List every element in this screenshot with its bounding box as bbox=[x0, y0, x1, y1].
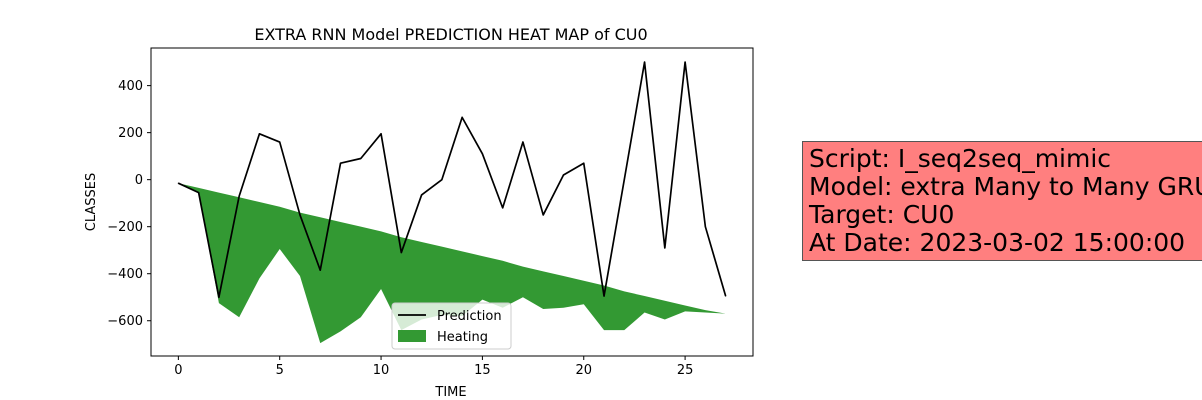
prediction-point-4 bbox=[258, 133, 261, 135]
x-axis: 0 5 10 15 20 25 bbox=[174, 356, 693, 378]
prediction-point-17 bbox=[522, 141, 524, 143]
x-tick-label-15: 15 bbox=[474, 363, 491, 378]
prediction-point-22 bbox=[623, 179, 625, 181]
prediction-point-6 bbox=[299, 214, 301, 216]
info-date-line: At Date: 2023-03-02 15:00:00 bbox=[809, 228, 1186, 257]
prediction-point-23 bbox=[643, 61, 646, 63]
heating-area-layer bbox=[178, 183, 726, 344]
prediction-point-15 bbox=[481, 153, 484, 155]
prediction-point-3 bbox=[238, 195, 240, 197]
heating-area bbox=[178, 183, 726, 344]
prediction-point-0 bbox=[177, 182, 179, 184]
prediction-point-14 bbox=[461, 116, 463, 118]
prediction-point-9 bbox=[360, 157, 362, 160]
chart-title: EXTRA RNN Model PREDICTION HEAT MAP of C… bbox=[254, 25, 647, 44]
chart: EXTRA RNN Model PREDICTION HEAT MAP of C… bbox=[84, 25, 754, 400]
prediction-point-24 bbox=[664, 247, 666, 249]
prediction-point-25 bbox=[684, 61, 686, 63]
prediction-line bbox=[178, 61, 727, 299]
y-axis-label: CLASSES bbox=[84, 173, 99, 231]
y-tick-label--200: −200 bbox=[107, 220, 143, 235]
x-tick-label-5: 5 bbox=[276, 363, 284, 378]
legend-heating-label: Heating bbox=[437, 330, 488, 345]
prediction-point-18 bbox=[542, 214, 544, 216]
y-tick-label--600: −600 bbox=[107, 314, 143, 329]
info-box: Script: I_seq2seq_mimic Model: extra Man… bbox=[802, 141, 1202, 261]
prediction-point-11 bbox=[400, 251, 402, 254]
x-tick-label-25: 25 bbox=[677, 363, 694, 378]
y-tick-label-400: 400 bbox=[118, 79, 143, 94]
legend-prediction-label: Prediction bbox=[437, 309, 502, 324]
x-tick-label-20: 20 bbox=[575, 363, 592, 378]
prediction-point-1 bbox=[198, 191, 200, 194]
prediction-point-5 bbox=[279, 141, 281, 143]
x-tick-label-10: 10 bbox=[373, 363, 390, 378]
prediction-point-8 bbox=[339, 162, 342, 164]
plot-frame bbox=[150, 47, 754, 357]
y-tick-label--400: −400 bbox=[107, 267, 143, 282]
y-tick-label-200: 200 bbox=[118, 126, 143, 141]
prediction-line-layer bbox=[177, 61, 727, 299]
legend-heating-swatch bbox=[398, 330, 426, 342]
plot-border bbox=[150, 47, 754, 357]
prediction-point-16 bbox=[502, 207, 504, 209]
x-axis-label: TIME bbox=[434, 385, 466, 400]
prediction-point-10 bbox=[380, 133, 382, 135]
prediction-point-13 bbox=[441, 179, 443, 181]
y-tick-label-0: 0 bbox=[135, 173, 143, 188]
prediction-point-26 bbox=[704, 226, 706, 228]
prediction-point-21 bbox=[603, 295, 605, 297]
legend: Prediction Heating bbox=[391, 302, 512, 350]
info-target-line: Target: CU0 bbox=[809, 200, 955, 229]
prediction-point-27 bbox=[725, 295, 727, 297]
x-tick-label-0: 0 bbox=[174, 363, 182, 378]
info-model-line: Model: extra Many to Many GRU bbox=[809, 172, 1202, 201]
info-script-line: Script: I_seq2seq_mimic bbox=[809, 144, 1112, 173]
y-axis: −600 −400 −200 0 200 400 bbox=[107, 79, 151, 329]
prediction-point-2 bbox=[218, 296, 220, 298]
prediction-point-20 bbox=[583, 162, 585, 164]
prediction-point-7 bbox=[319, 269, 321, 271]
prediction-point-19 bbox=[562, 174, 565, 176]
prediction-point-12 bbox=[420, 194, 423, 196]
